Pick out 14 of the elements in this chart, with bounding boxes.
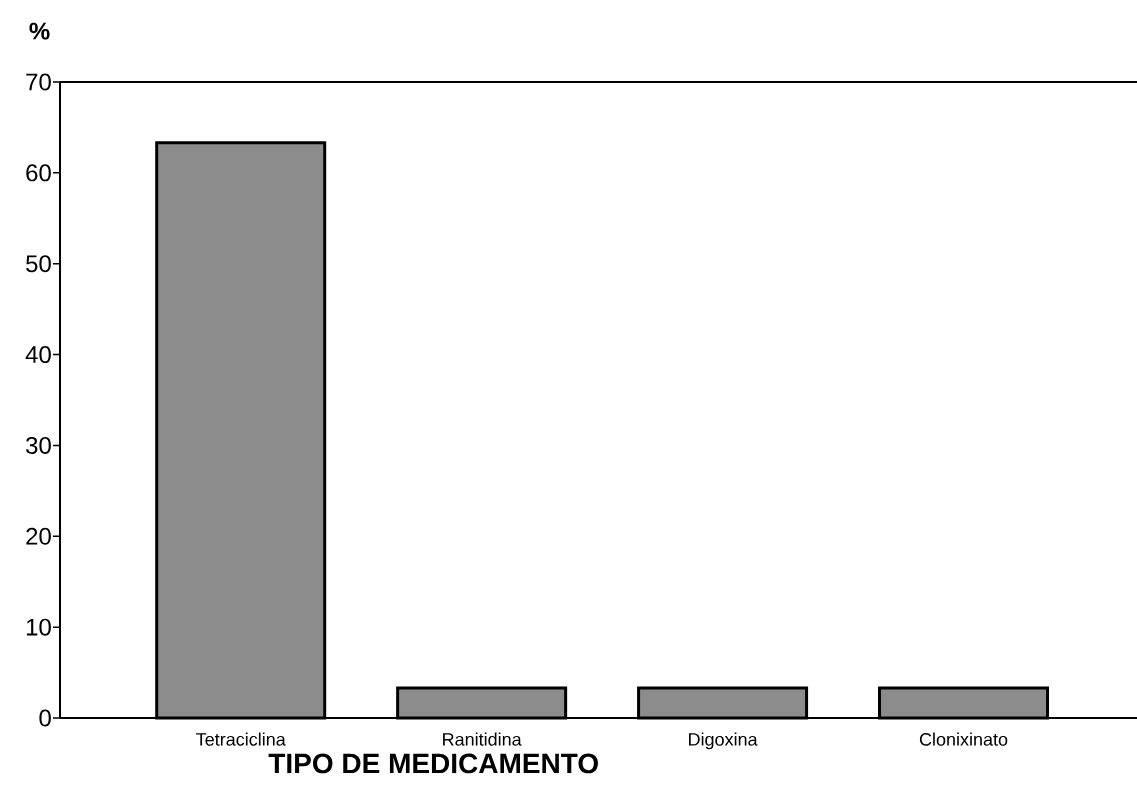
y-axis-title: % — [29, 22, 50, 40]
y-tick-label: 0 — [39, 709, 51, 727]
y-tick-label: 30 — [26, 436, 51, 454]
y-tick-label: 50 — [26, 255, 51, 273]
y-tick-label: 40 — [25, 346, 51, 364]
x-tick-label: Tetraciclina — [196, 732, 286, 746]
y-tick-label: 70 — [26, 73, 51, 91]
y-tick-label: 60 — [26, 164, 51, 182]
x-tick-label: Digoxina — [689, 732, 758, 750]
x-axis-title: TIPO DE MEDICAMENTO — [268, 753, 598, 774]
y-tick-label: 20 — [26, 527, 51, 545]
y-tick-label: 10 — [26, 618, 51, 636]
x-tick-label: Ranitidina — [443, 732, 522, 746]
x-tick-label: Clonixinato — [919, 732, 1008, 746]
